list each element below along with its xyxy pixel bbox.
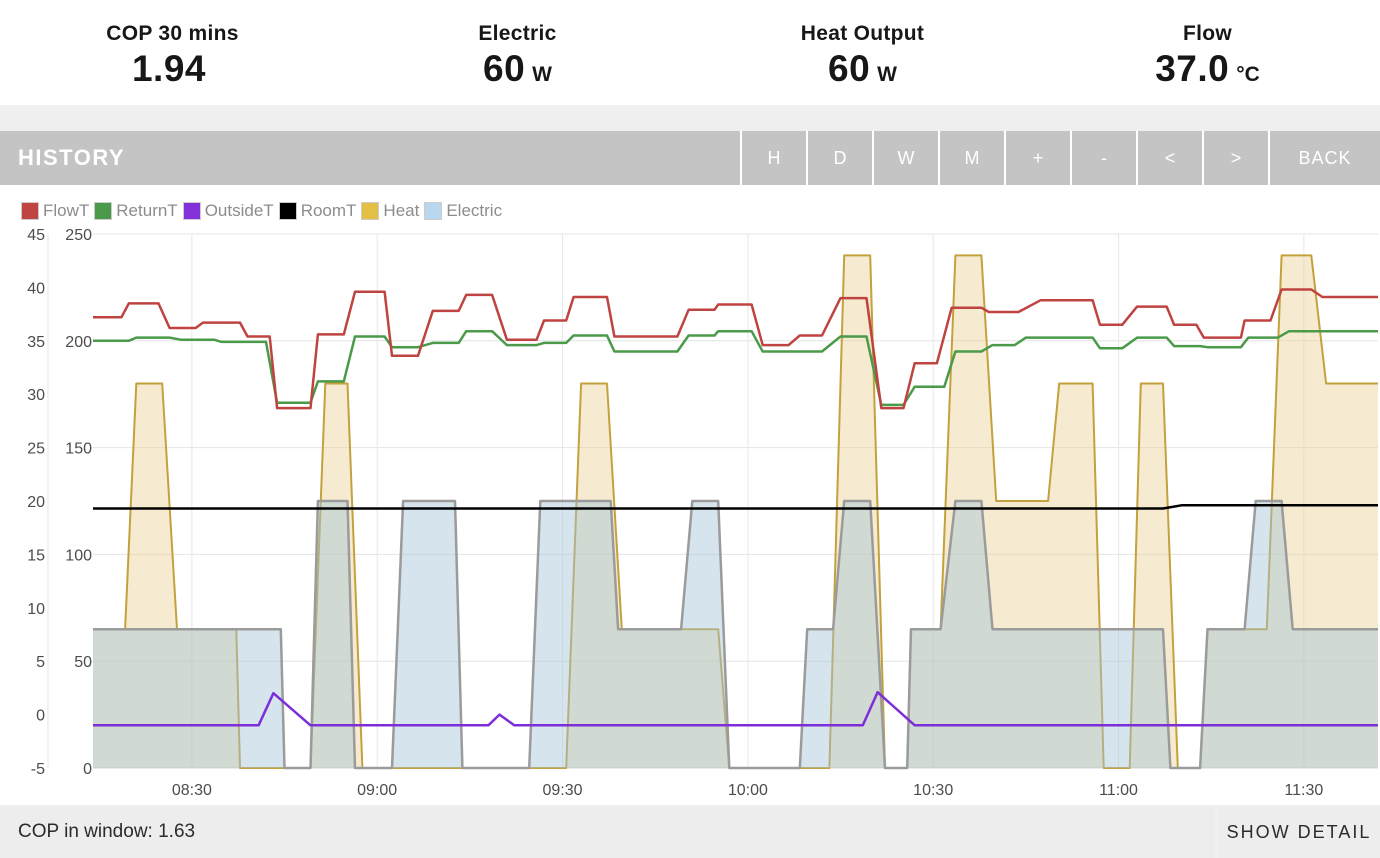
legend-item-roomt[interactable]: RoomT (278, 201, 357, 221)
y-axis-temp-label: 45 (27, 227, 45, 244)
stat-label: Flow (1182, 21, 1233, 45)
toolbar-button-hour[interactable]: H (740, 131, 806, 185)
toolbar-button-pan-right[interactable]: > (1202, 131, 1268, 185)
y-axis-power-label: 0 (83, 761, 92, 778)
y-axis-power-label: 50 (74, 654, 92, 671)
y-axis-power-label: 100 (65, 547, 92, 564)
y-axis-power-label: 250 (65, 227, 92, 244)
stat-cop-30-mins: COP 30 mins 1.94 (0, 0, 345, 105)
electric-swatch-icon (424, 202, 443, 220)
stat-electric: Electric 60 W (345, 0, 690, 105)
y-axis-temp-label: 40 (27, 280, 45, 297)
show-detail-button[interactable]: SHOW DETAIL (1218, 806, 1380, 858)
flowt-swatch-icon (21, 202, 39, 220)
footer-bar: COP in window: 1.63 SHOW DETAIL (0, 806, 1380, 858)
series-roomt-line (93, 504, 1378, 510)
toolbar-button-zoom-in[interactable]: + (1004, 131, 1070, 185)
legend-item-electric[interactable]: Electric (424, 201, 502, 221)
legend-label: RoomT (300, 201, 357, 220)
x-axis-time-label: 11:30 (1284, 782, 1323, 799)
stat-unit: °C (1236, 62, 1260, 86)
legend-item-heat[interactable]: Heat (361, 201, 419, 221)
history-chart: FlowT ReturnT OutsideT RoomT Heat Electr… (0, 185, 1380, 805)
legend-item-flowt[interactable]: FlowT (21, 201, 89, 221)
y-axis-temp-label: 25 (27, 441, 45, 458)
history-title: HISTORY (18, 145, 126, 170)
legend-label: FlowT (43, 201, 90, 220)
legend-label: Heat (383, 201, 420, 220)
legend-label: ReturnT (116, 201, 178, 220)
series-returnt-line (93, 329, 1378, 407)
series-outsidet-line (93, 690, 1378, 727)
stat-label: COP 30 mins (106, 21, 239, 45)
chart-legend: FlowT ReturnT OutsideT RoomT Heat Electr… (21, 201, 507, 221)
stat-value: 60 (828, 47, 871, 89)
stats-bar: COP 30 mins 1.94 Electric 60 W Heat Outp… (0, 0, 1380, 105)
legend-label: OutsideT (204, 201, 274, 220)
roomt-swatch-icon (278, 202, 297, 220)
x-axis-time-label: 10:30 (913, 782, 953, 799)
y-axis-temp-label: -5 (31, 761, 45, 778)
series-electric-line (93, 499, 1378, 770)
stat-unit: W (877, 62, 897, 86)
toolbar-button-month[interactable]: M (938, 131, 1004, 185)
x-axis-time-label: 09:30 (543, 782, 583, 799)
y-axis-temp-label: 30 (27, 387, 45, 404)
x-axis-time-label: 10:00 (728, 782, 768, 799)
y-axis-temp-label: 15 (27, 547, 45, 564)
stat-value: 37.0 (1155, 47, 1230, 89)
toolbar-button-zoom-out[interactable]: - (1070, 131, 1136, 185)
y-axis-temp-label: 5 (36, 654, 45, 671)
y-axis-power-label: 150 (65, 441, 92, 458)
chart-svg[interactable]: 454035302520151050-525020015010050008:30… (0, 185, 1380, 805)
toolbar-button-back[interactable]: BACK (1268, 131, 1380, 185)
legend-item-outsidet[interactable]: OutsideT (182, 201, 274, 221)
toolbar-button-week[interactable]: W (872, 131, 938, 185)
y-axis-power-label: 200 (65, 334, 92, 351)
series-electric-area (93, 501, 1378, 768)
y-axis-temp-label: 10 (27, 601, 45, 618)
x-axis-time-label: 09:00 (357, 782, 397, 799)
stat-label: Heat Output (800, 21, 925, 45)
stat-heat-output: Heat Output 60 W (690, 0, 1035, 105)
returnt-swatch-icon (94, 202, 113, 220)
x-axis-time-label: 08:30 (172, 782, 212, 799)
toolbar-button-pan-left[interactable]: < (1136, 131, 1202, 185)
outsidet-swatch-icon (182, 202, 201, 220)
series-flowt-line (93, 288, 1378, 410)
toolbar-button-day[interactable]: D (806, 131, 872, 185)
legend-label: Electric (446, 201, 503, 220)
stat-value: 1.94 (131, 47, 206, 89)
history-toolbar: HISTORY H D W M + - < > BACK (0, 131, 1380, 185)
stat-flow: Flow 37.0 °C (1035, 0, 1380, 105)
legend-item-returnt[interactable]: ReturnT (94, 201, 178, 221)
stat-label: Electric (478, 21, 557, 45)
y-axis-temp-label: 0 (36, 708, 45, 725)
y-axis-temp-label: 20 (27, 494, 45, 511)
stat-value: 60 (483, 47, 526, 89)
cop-in-window-text: COP in window: 1.63 (0, 806, 1215, 858)
y-axis-temp-label: 35 (27, 334, 45, 351)
series-heat-area (93, 255, 1378, 768)
x-axis-time-label: 11:00 (1099, 782, 1138, 799)
stat-unit: W (532, 62, 552, 86)
heat-swatch-icon (361, 202, 380, 220)
